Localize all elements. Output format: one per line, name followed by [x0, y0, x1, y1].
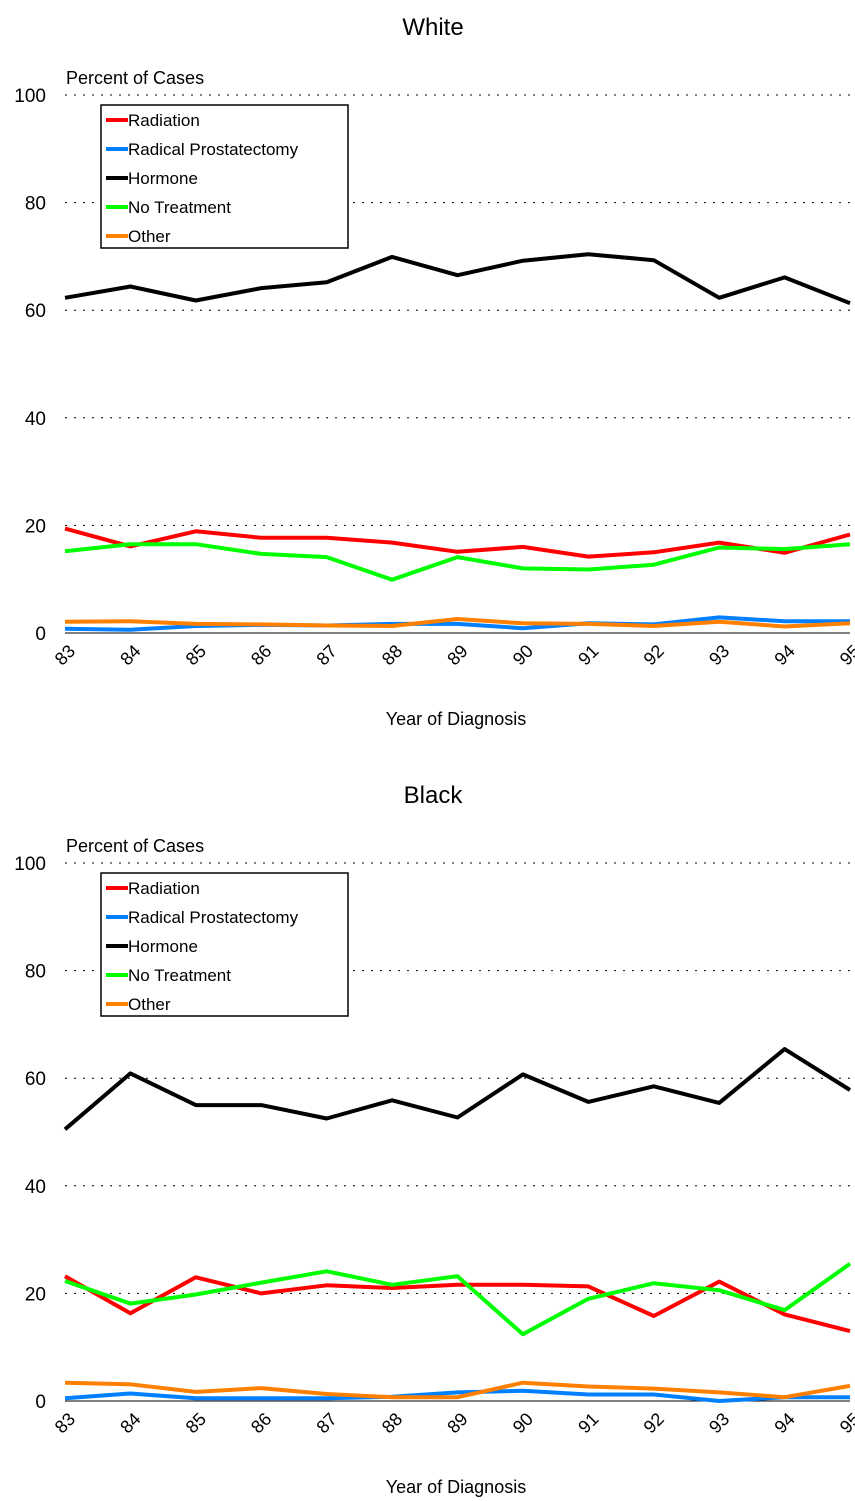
y-tick-label: 40 [25, 1177, 46, 1198]
chart-title: White [402, 14, 463, 41]
legend-label: No Treatment [128, 198, 231, 217]
x-tick-label: 86 [247, 1409, 275, 1437]
x-tick-label: 88 [378, 1409, 406, 1437]
y-tick-label: 20 [25, 1284, 46, 1305]
series-line-hormone [64, 252, 851, 306]
x-tick-label: 92 [640, 1409, 668, 1437]
series-line-radical-prostatectomy [64, 615, 850, 632]
y-axis-label: Percent of Cases [66, 68, 204, 88]
x-tick-label: 84 [116, 641, 144, 669]
chart-panel-black: Black Percent of Cases 0 20 40 60 80 100 83 84 85 8… [14, 782, 855, 1497]
series-line-radical-prostatectomy [64, 1388, 850, 1403]
chart-panel-white: White Percent of Cases 0 20 40 60 80 100 83 84 85 8… [14, 14, 855, 729]
x-tick-label: 91 [574, 641, 602, 669]
legend-label: Other [128, 995, 171, 1014]
x-axis-label: Year of Diagnosis [386, 1477, 526, 1497]
legend-label: Hormone [128, 169, 198, 188]
x-tick-label: 83 [51, 641, 79, 669]
y-tick-label: 60 [25, 1069, 46, 1090]
x-tick-label: 90 [509, 1409, 537, 1437]
series-line-radiation [64, 1274, 851, 1334]
chart-title: Black [404, 782, 464, 809]
y-tick-label: 100 [14, 854, 46, 875]
x-tick-label: 86 [247, 641, 275, 669]
x-tick-label: 85 [182, 1409, 210, 1437]
series-line-radiation [64, 526, 851, 559]
x-tick-label: 85 [182, 641, 210, 669]
legend-label: Radiation [128, 879, 200, 898]
y-tick-label: 20 [25, 516, 46, 537]
x-tick-label: 95 [836, 1409, 855, 1437]
x-tick-label: 95 [836, 641, 855, 669]
legend-label: No Treatment [128, 966, 231, 985]
x-tick-label: 87 [313, 641, 341, 669]
x-axis-label: Year of Diagnosis [386, 709, 526, 729]
x-tick-label: 87 [313, 1409, 341, 1437]
legend-box [100, 104, 349, 249]
y-tick-label: 0 [35, 1392, 46, 1413]
y-tick-label: 0 [35, 624, 46, 645]
legend-label: Radical Prostatectomy [128, 908, 299, 927]
y-tick-label: 60 [25, 301, 46, 322]
x-tick-label: 83 [51, 1409, 79, 1437]
x-tick-label: 88 [378, 641, 406, 669]
series-line-hormone [63, 1047, 852, 1131]
series-line-no-treatment [64, 542, 851, 582]
x-tick-label: 92 [640, 641, 668, 669]
legend-label: Radical Prostatectomy [128, 140, 299, 159]
legend-label: Other [128, 227, 171, 246]
y-tick-label: 40 [25, 409, 46, 430]
x-tick-label: 84 [116, 1409, 144, 1437]
x-tick-label: 94 [770, 1409, 798, 1437]
legend-label: Hormone [128, 937, 198, 956]
x-tick-label: 93 [705, 641, 733, 669]
series-line-other [64, 1380, 851, 1400]
x-tick-label: 91 [574, 1409, 602, 1437]
series-line-other [64, 617, 851, 629]
y-tick-label: 80 [25, 962, 46, 983]
y-tick-label: 80 [25, 194, 46, 215]
x-tick-label: 94 [770, 641, 798, 669]
y-axis-label: Percent of Cases [66, 836, 204, 856]
legend-label: Radiation [128, 111, 200, 130]
y-tick-label: 100 [14, 86, 46, 107]
x-tick-label: 89 [443, 641, 471, 669]
x-tick-label: 93 [705, 1409, 733, 1437]
x-tick-label: 89 [443, 1409, 471, 1437]
legend-box [100, 872, 349, 1017]
series-line-no-treatment [64, 1262, 852, 1337]
x-tick-label: 90 [509, 641, 537, 669]
